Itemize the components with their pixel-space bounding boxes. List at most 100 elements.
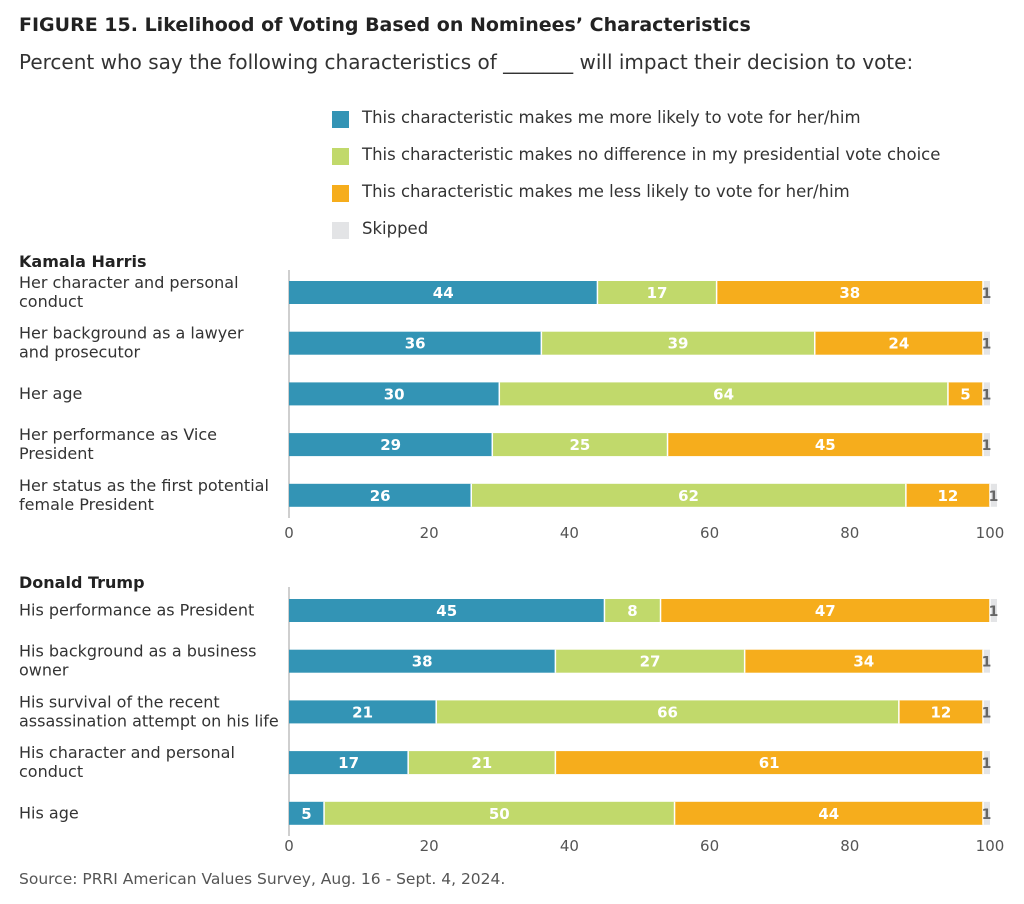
data-label: 44 bbox=[433, 284, 454, 302]
bar-segment-more bbox=[289, 801, 325, 825]
category-label: Her background as a lawyer bbox=[19, 324, 244, 343]
x-tick-label: 100 bbox=[976, 524, 1005, 542]
legend-swatch-more bbox=[332, 111, 349, 128]
category-label: conduct bbox=[19, 762, 83, 781]
data-label: 1 bbox=[989, 604, 999, 620]
data-label: 26 bbox=[370, 487, 391, 505]
bar-segment-less bbox=[947, 382, 983, 406]
data-label: 36 bbox=[405, 335, 426, 353]
legend-label-more: This characteristic makes me more likely… bbox=[362, 108, 861, 127]
data-label: 45 bbox=[815, 436, 836, 454]
data-label: 66 bbox=[657, 703, 678, 721]
data-label: 44 bbox=[818, 805, 839, 823]
category-label: conduct bbox=[19, 292, 83, 311]
data-label: 21 bbox=[352, 703, 373, 721]
bar-segment-more bbox=[289, 281, 598, 304]
bar-segment-no-difference bbox=[436, 700, 899, 724]
data-label: 1 bbox=[982, 387, 992, 403]
data-label: 39 bbox=[668, 335, 689, 353]
bar-segment-less bbox=[898, 700, 983, 724]
bar-segment-more bbox=[289, 382, 500, 406]
category-label: owner bbox=[19, 661, 69, 680]
bar-segment-no-difference bbox=[499, 382, 948, 406]
data-label: 38 bbox=[839, 284, 860, 302]
bar-segment-less bbox=[716, 281, 983, 304]
bar-segment-skipped bbox=[982, 649, 990, 673]
bar-segment-less bbox=[905, 483, 990, 507]
x-tick-label: 100 bbox=[976, 837, 1005, 855]
category-label: His age bbox=[19, 803, 79, 822]
x-tick-label: 80 bbox=[840, 837, 859, 855]
bar-segment-more bbox=[289, 483, 472, 507]
bar-segment-less bbox=[555, 751, 983, 775]
category-label: and prosecutor bbox=[19, 343, 141, 362]
x-tick-label: 20 bbox=[420, 524, 439, 542]
bar-segment-no-difference bbox=[408, 751, 556, 775]
data-label: 27 bbox=[640, 653, 661, 671]
legend-label-less: This characteristic makes me less likely… bbox=[362, 182, 850, 201]
bar-segment-no-difference bbox=[541, 331, 815, 355]
bar-segment-less bbox=[667, 433, 983, 457]
panel-title: Donald Trump bbox=[19, 573, 145, 592]
bar-segment-no-difference bbox=[555, 649, 745, 673]
bar-segment-skipped bbox=[982, 700, 990, 724]
bar-segment-no-difference bbox=[324, 801, 675, 825]
bar-segment-skipped bbox=[982, 433, 990, 457]
data-label: 38 bbox=[412, 653, 433, 671]
legend-swatch-no-difference bbox=[332, 148, 349, 165]
data-label: 25 bbox=[569, 436, 590, 454]
bar-segment-no-difference bbox=[597, 281, 717, 304]
legend-label-skipped: Skipped bbox=[362, 219, 429, 238]
x-tick-label: 60 bbox=[700, 524, 719, 542]
category-label: assassination attempt on his life bbox=[19, 711, 279, 730]
data-label: 5 bbox=[960, 385, 970, 403]
bar-segment-more bbox=[289, 649, 556, 673]
legend-label-no-difference: This characteristic makes no difference … bbox=[362, 145, 941, 164]
data-label: 8 bbox=[627, 602, 637, 620]
figure-subtitle: Percent who say the following characteri… bbox=[19, 50, 914, 74]
bar-segment-more bbox=[289, 433, 493, 457]
category-label: His survival of the recent bbox=[19, 692, 220, 711]
bar-segment-no-difference bbox=[492, 433, 668, 457]
legend-swatch-skipped bbox=[332, 222, 349, 239]
category-label: Her age bbox=[19, 384, 82, 403]
data-label: 1 bbox=[982, 438, 992, 454]
data-label: 24 bbox=[888, 335, 909, 353]
data-label: 1 bbox=[982, 705, 992, 721]
x-tick-label: 40 bbox=[560, 837, 579, 855]
x-tick-label: 60 bbox=[700, 837, 719, 855]
category-label: His performance as President bbox=[19, 601, 254, 620]
data-label: 64 bbox=[713, 385, 734, 403]
figure-title: FIGURE 15. Likelihood of Voting Based on… bbox=[19, 14, 751, 36]
bar-segment-more bbox=[289, 331, 542, 355]
data-label: 50 bbox=[489, 805, 510, 823]
bar-segment-skipped bbox=[982, 281, 990, 304]
source-note: Source: PRRI American Values Survey, Aug… bbox=[19, 870, 506, 888]
bar-segment-skipped bbox=[982, 801, 990, 825]
category-label: His character and personal bbox=[19, 743, 235, 762]
category-label: Her performance as Vice bbox=[19, 425, 217, 444]
bar-segment-skipped bbox=[982, 751, 990, 775]
data-label: 5 bbox=[301, 805, 311, 823]
bar-segment-no-difference bbox=[471, 483, 906, 507]
data-label: 1 bbox=[982, 756, 992, 772]
bar-segment-more bbox=[289, 700, 437, 724]
category-label: Her character and personal bbox=[19, 273, 239, 292]
bar-segment-less bbox=[674, 801, 983, 825]
data-label: 1 bbox=[982, 807, 992, 823]
x-tick-label: 0 bbox=[284, 524, 294, 542]
bar-segment-skipped bbox=[982, 331, 990, 355]
data-label: 17 bbox=[338, 754, 359, 772]
data-label: 12 bbox=[930, 703, 951, 721]
data-label: 21 bbox=[471, 754, 492, 772]
bar-segment-less bbox=[744, 649, 983, 673]
legend-swatch-less bbox=[332, 185, 349, 202]
data-label: 61 bbox=[759, 754, 780, 772]
data-label: 1 bbox=[989, 489, 999, 505]
data-label: 1 bbox=[982, 286, 992, 302]
panel-title: Kamala Harris bbox=[19, 252, 147, 271]
data-label: 34 bbox=[853, 653, 874, 671]
category-label: Her status as the first potential bbox=[19, 476, 269, 495]
category-label: His background as a business bbox=[19, 642, 256, 661]
